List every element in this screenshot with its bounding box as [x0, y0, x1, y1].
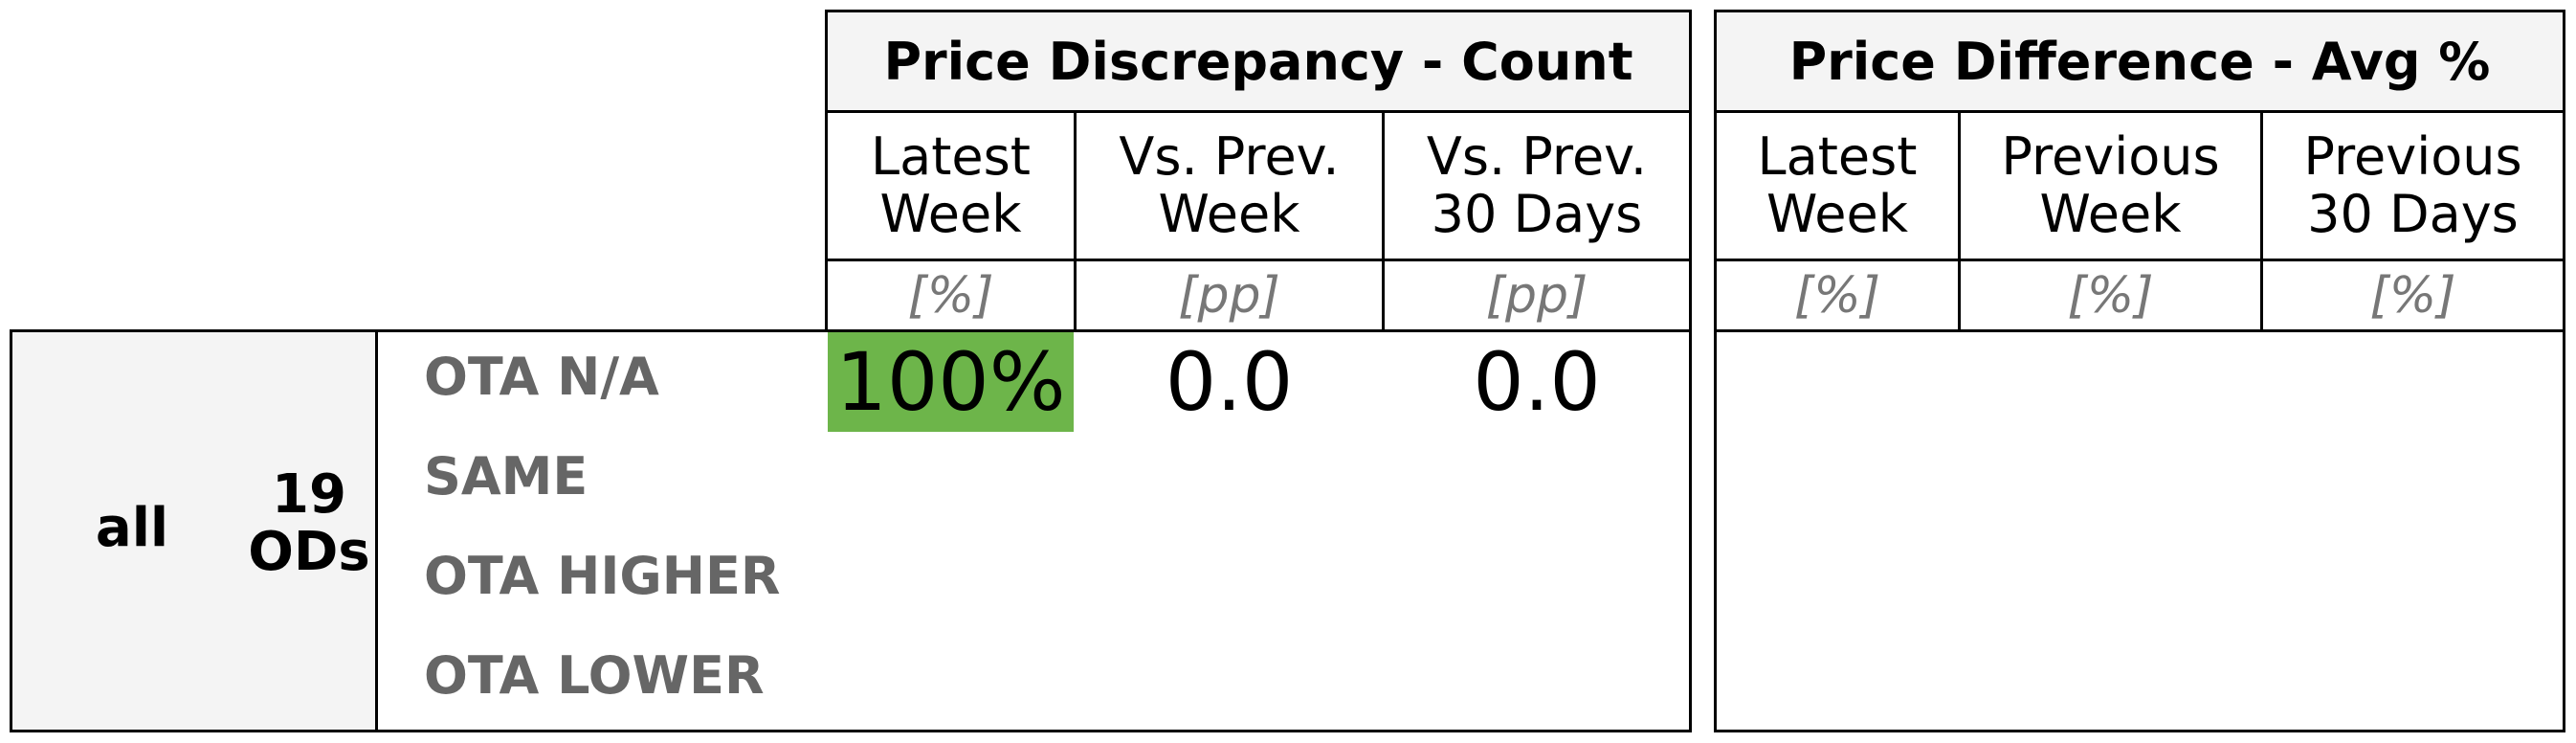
group-panel: all 19 ODs [12, 332, 378, 730]
row-label-same: SAME [424, 446, 588, 507]
unit-vs-prev-30-days: [pp] [1485, 267, 1588, 325]
row-label-ota-higher: OTA HIGHER [424, 546, 781, 606]
value-ota-na-vs-prev-30-days: 0.0 [1473, 335, 1601, 429]
col-head-diff-previous-week: Previous Week [2001, 126, 2220, 244]
col-head-latest-week: Latest Week [871, 126, 1031, 244]
section-title-discrepancy: Price Discrepancy - Count [825, 10, 1692, 113]
difference-unit-divider [1714, 259, 2565, 261]
col-head-vs-prev-30-days: Vs. Prev. 30 Days [1426, 126, 1648, 244]
unit-diff-previous-30-days: [%] [2369, 267, 2456, 325]
discrepancy-col-divider-1 [1074, 110, 1077, 332]
col-head-diff-previous-30-days: Previous 30 Days [2303, 126, 2522, 244]
unit-diff-previous-week: [%] [2067, 267, 2154, 325]
row-label-ota-na: OTA N/A [424, 347, 659, 407]
discrepancy-col-divider-2 [1382, 110, 1385, 332]
unit-vs-prev-week: [pp] [1178, 267, 1280, 325]
col-head-vs-prev-week: Vs. Prev. Week [1119, 126, 1340, 244]
highlight-cell-ota-na-latest [828, 332, 1074, 432]
value-ota-na-latest-week: 100% [835, 335, 1066, 429]
table-body-left [10, 329, 1692, 732]
difference-col-divider-1 [1958, 110, 1961, 332]
value-ota-na-vs-prev-week: 0.0 [1165, 335, 1294, 429]
unit-diff-latest-week: [%] [1794, 267, 1880, 325]
table-body-right [1714, 329, 2565, 732]
group-count: 19 ODs [248, 463, 370, 583]
group-label: all [95, 497, 169, 559]
col-head-diff-latest-week: Latest Week [1757, 126, 1918, 244]
difference-col-divider-2 [2260, 110, 2263, 332]
row-label-ota-lower: OTA LOWER [424, 645, 765, 706]
section-title-difference: Price Difference - Avg % [1714, 10, 2565, 113]
unit-latest-week: [%] [907, 267, 994, 325]
discrepancy-unit-divider [825, 259, 1692, 261]
